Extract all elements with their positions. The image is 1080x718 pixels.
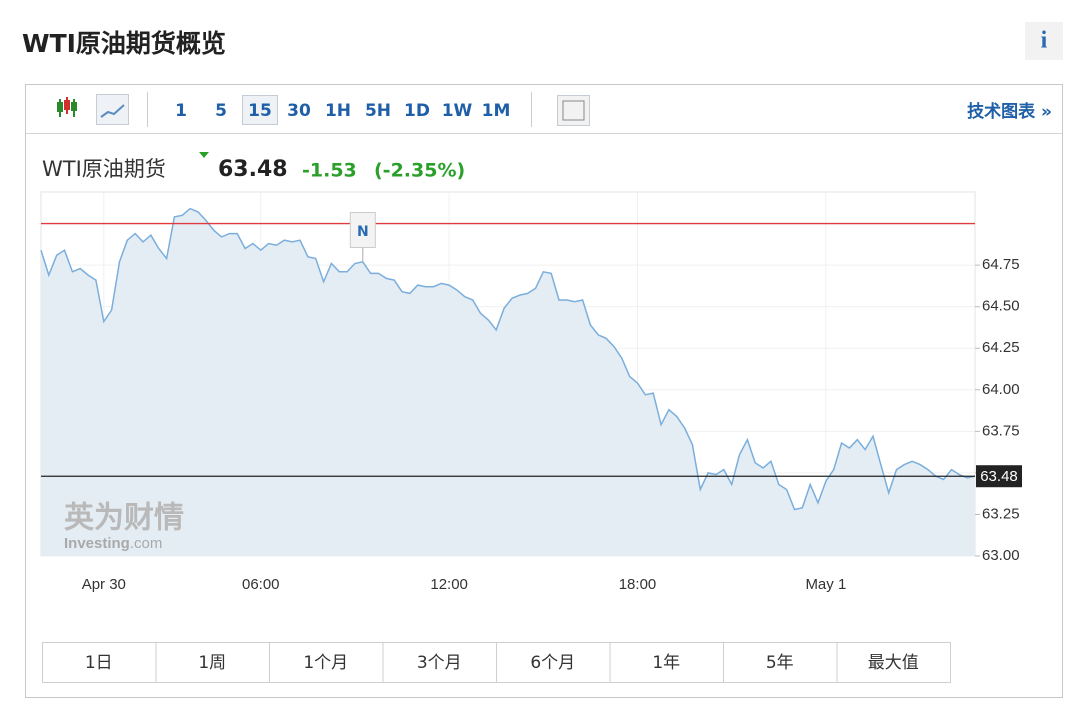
range-label[interactable]: 1年 <box>652 653 680 673</box>
page-title: WTI原油期货概览 <box>22 29 226 58</box>
table-icon-glyph <box>562 100 585 121</box>
line-icon[interactable] <box>96 94 129 125</box>
range-button[interactable] <box>269 642 384 683</box>
range-label[interactable]: 1日 <box>85 653 113 673</box>
range-group: 1日 1周 1个月 3个月 6个月 1年 5年 最大值 <box>42 642 951 683</box>
tech-chart-link[interactable]: 技术图表 » <box>967 101 1052 122</box>
interval-button[interactable]: 5 <box>215 101 227 121</box>
candle-icon[interactable] <box>57 97 77 117</box>
range-button[interactable] <box>836 642 951 683</box>
range-button[interactable] <box>723 642 838 683</box>
last-price-tag <box>976 465 1022 488</box>
interval-button[interactable]: 30 <box>287 101 311 121</box>
x-tick-label: May 1 <box>805 576 846 593</box>
range-label[interactable]: 5年 <box>766 653 794 673</box>
x-tick-label: 18:00 <box>619 576 657 593</box>
quote-change: -1.53 <box>302 160 357 182</box>
watermark-brand: Investing.com <box>64 535 162 552</box>
range-button[interactable] <box>42 642 157 683</box>
watermark-brand-name: Investing <box>64 535 130 552</box>
down-indicator <box>199 152 209 158</box>
interval-button[interactable]: 15 <box>248 101 272 121</box>
x-tick-label: 06:00 <box>242 576 280 593</box>
watermark-cn: 英为财情 <box>64 501 184 536</box>
range-button[interactable] <box>609 642 724 683</box>
interval-button[interactable]: 1H <box>325 101 351 121</box>
watermark-suffix: .com <box>130 535 163 552</box>
quote-name: WTI原油期货 <box>42 157 166 181</box>
range-button[interactable] <box>155 642 270 683</box>
interval-button[interactable]: 1 <box>175 101 187 121</box>
range-label[interactable]: 6个月 <box>530 653 575 673</box>
quote-price: 63.48 <box>218 157 288 182</box>
price-line <box>40 207 976 511</box>
chart: 63.0063.2563.5063.7564.0064.2564.5064.75… <box>40 191 1022 593</box>
info-icon[interactable]: i <box>1041 28 1048 54</box>
y-tick-label: 64.75 <box>982 256 1020 273</box>
quote-change-pct: (-2.35%) <box>374 160 465 182</box>
y-tick-label: 64.50 <box>982 298 1020 315</box>
y-tick-label: 63.25 <box>982 505 1020 522</box>
range-label[interactable]: 最大值 <box>868 653 919 673</box>
interval-button[interactable]: 1D <box>404 101 430 121</box>
line-icon-glyph <box>100 104 125 118</box>
panel <box>25 84 1063 698</box>
y-tick-label: 64.25 <box>982 339 1020 356</box>
interval-button[interactable]: 1M <box>482 101 511 121</box>
y-tick-label: 64.00 <box>982 381 1020 398</box>
last-price-label: 63.48 <box>980 468 1018 485</box>
interval-button[interactable]: 5H <box>365 101 391 121</box>
range-button[interactable] <box>496 642 611 683</box>
area-fill <box>41 208 975 556</box>
x-tick-label: Apr 30 <box>82 576 126 593</box>
y-tick-label: 63.75 <box>982 422 1020 439</box>
range-button[interactable] <box>382 642 497 683</box>
news-marker[interactable] <box>349 212 376 248</box>
range-label[interactable]: 1个月 <box>303 653 348 673</box>
range-label[interactable]: 1周 <box>198 653 226 673</box>
news-label[interactable]: N <box>357 224 369 240</box>
range-label[interactable]: 3个月 <box>417 653 462 673</box>
interval-group: 1 5 15 30 1H 5H 1D 1W 1M <box>175 101 510 121</box>
x-tick-label: 12:00 <box>430 576 468 593</box>
table-icon[interactable] <box>557 95 590 126</box>
y-tick-label: 63.00 <box>982 547 1020 564</box>
interval-button[interactable]: 1W <box>442 101 473 121</box>
info-button[interactable] <box>1025 22 1063 60</box>
active-interval <box>242 95 278 125</box>
